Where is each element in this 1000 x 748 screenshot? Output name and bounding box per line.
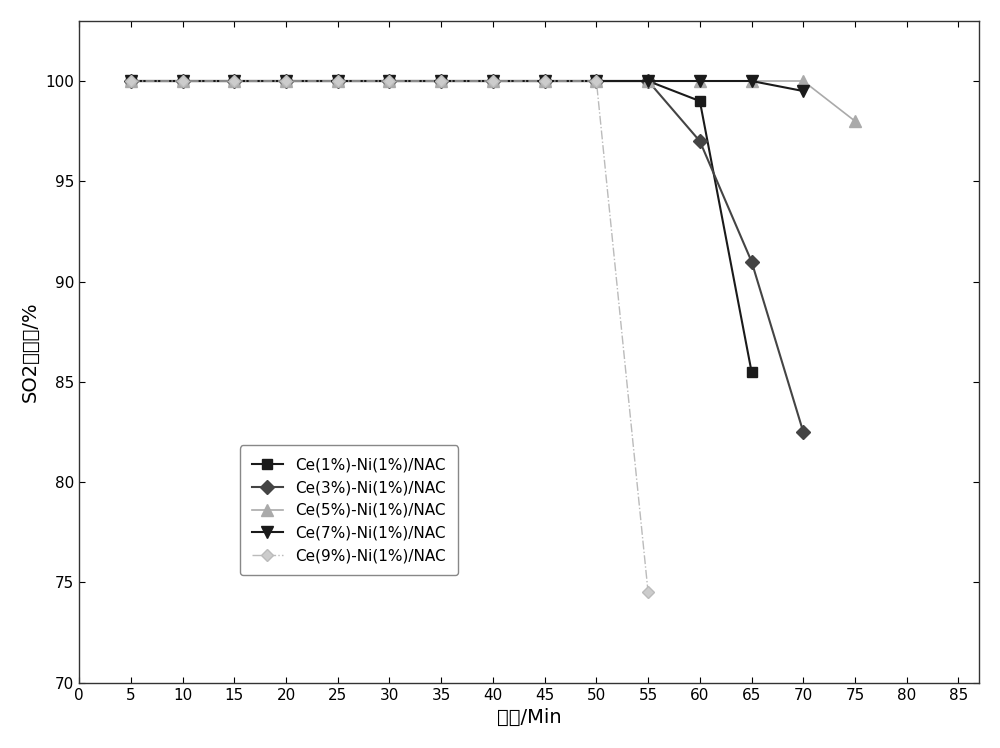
- Ce(7%)-Ni(1%)/NAC: [590, 76, 602, 85]
- Ce(1%)-Ni(1%)/NAC: [694, 96, 706, 105]
- Ce(1%)-Ni(1%)/NAC: [332, 76, 344, 85]
- Line: Ce(7%)-Ni(1%)/NAC: Ce(7%)-Ni(1%)/NAC: [125, 76, 809, 96]
- Ce(1%)-Ni(1%)/NAC: [177, 76, 189, 85]
- Ce(3%)-Ni(1%)/NAC: [332, 76, 344, 85]
- Ce(5%)-Ni(1%)/NAC: [383, 76, 395, 85]
- Ce(3%)-Ni(1%)/NAC: [435, 76, 447, 85]
- Ce(5%)-Ni(1%)/NAC: [487, 76, 499, 85]
- Ce(5%)-Ni(1%)/NAC: [797, 76, 809, 85]
- Ce(1%)-Ni(1%)/NAC: [280, 76, 292, 85]
- X-axis label: 时间/Min: 时间/Min: [497, 708, 561, 727]
- Ce(7%)-Ni(1%)/NAC: [177, 76, 189, 85]
- Ce(5%)-Ni(1%)/NAC: [435, 76, 447, 85]
- Ce(7%)-Ni(1%)/NAC: [435, 76, 447, 85]
- Ce(9%)-Ni(1%)/NAC: [383, 76, 395, 85]
- Ce(5%)-Ni(1%)/NAC: [280, 76, 292, 85]
- Ce(3%)-Ni(1%)/NAC: [383, 76, 395, 85]
- Ce(3%)-Ni(1%)/NAC: [746, 257, 758, 266]
- Ce(7%)-Ni(1%)/NAC: [642, 76, 654, 85]
- Ce(9%)-Ni(1%)/NAC: [177, 76, 189, 85]
- Ce(5%)-Ni(1%)/NAC: [746, 76, 758, 85]
- Ce(3%)-Ni(1%)/NAC: [642, 76, 654, 85]
- Ce(7%)-Ni(1%)/NAC: [694, 76, 706, 85]
- Ce(3%)-Ni(1%)/NAC: [590, 76, 602, 85]
- Ce(1%)-Ni(1%)/NAC: [435, 76, 447, 85]
- Ce(1%)-Ni(1%)/NAC: [125, 76, 137, 85]
- Ce(9%)-Ni(1%)/NAC: [642, 588, 654, 597]
- Line: Ce(9%)-Ni(1%)/NAC: Ce(9%)-Ni(1%)/NAC: [127, 77, 652, 597]
- Ce(7%)-Ni(1%)/NAC: [280, 76, 292, 85]
- Ce(3%)-Ni(1%)/NAC: [694, 137, 706, 146]
- Ce(5%)-Ni(1%)/NAC: [228, 76, 240, 85]
- Ce(9%)-Ni(1%)/NAC: [228, 76, 240, 85]
- Y-axis label: SO2去除率/%: SO2去除率/%: [21, 301, 40, 402]
- Ce(5%)-Ni(1%)/NAC: [332, 76, 344, 85]
- Ce(3%)-Ni(1%)/NAC: [177, 76, 189, 85]
- Ce(9%)-Ni(1%)/NAC: [332, 76, 344, 85]
- Ce(7%)-Ni(1%)/NAC: [332, 76, 344, 85]
- Ce(5%)-Ni(1%)/NAC: [539, 76, 551, 85]
- Ce(7%)-Ni(1%)/NAC: [383, 76, 395, 85]
- Ce(5%)-Ni(1%)/NAC: [849, 117, 861, 126]
- Ce(5%)-Ni(1%)/NAC: [694, 76, 706, 85]
- Ce(9%)-Ni(1%)/NAC: [280, 76, 292, 85]
- Ce(3%)-Ni(1%)/NAC: [280, 76, 292, 85]
- Ce(1%)-Ni(1%)/NAC: [487, 76, 499, 85]
- Line: Ce(1%)-Ni(1%)/NAC: Ce(1%)-Ni(1%)/NAC: [126, 76, 756, 377]
- Legend: Ce(1%)-Ni(1%)/NAC, Ce(3%)-Ni(1%)/NAC, Ce(5%)-Ni(1%)/NAC, Ce(7%)-Ni(1%)/NAC, Ce(9: Ce(1%)-Ni(1%)/NAC, Ce(3%)-Ni(1%)/NAC, Ce…: [240, 446, 458, 575]
- Line: Ce(3%)-Ni(1%)/NAC: Ce(3%)-Ni(1%)/NAC: [126, 76, 808, 437]
- Ce(3%)-Ni(1%)/NAC: [539, 76, 551, 85]
- Ce(1%)-Ni(1%)/NAC: [590, 76, 602, 85]
- Ce(9%)-Ni(1%)/NAC: [435, 76, 447, 85]
- Ce(7%)-Ni(1%)/NAC: [228, 76, 240, 85]
- Ce(3%)-Ni(1%)/NAC: [487, 76, 499, 85]
- Ce(5%)-Ni(1%)/NAC: [642, 76, 654, 85]
- Ce(7%)-Ni(1%)/NAC: [797, 87, 809, 96]
- Ce(1%)-Ni(1%)/NAC: [746, 367, 758, 376]
- Ce(7%)-Ni(1%)/NAC: [746, 76, 758, 85]
- Ce(1%)-Ni(1%)/NAC: [539, 76, 551, 85]
- Ce(9%)-Ni(1%)/NAC: [539, 76, 551, 85]
- Line: Ce(5%)-Ni(1%)/NAC: Ce(5%)-Ni(1%)/NAC: [125, 76, 861, 126]
- Ce(3%)-Ni(1%)/NAC: [125, 76, 137, 85]
- Ce(5%)-Ni(1%)/NAC: [125, 76, 137, 85]
- Ce(3%)-Ni(1%)/NAC: [228, 76, 240, 85]
- Ce(7%)-Ni(1%)/NAC: [125, 76, 137, 85]
- Ce(1%)-Ni(1%)/NAC: [642, 76, 654, 85]
- Ce(5%)-Ni(1%)/NAC: [177, 76, 189, 85]
- Ce(1%)-Ni(1%)/NAC: [228, 76, 240, 85]
- Ce(7%)-Ni(1%)/NAC: [487, 76, 499, 85]
- Ce(9%)-Ni(1%)/NAC: [590, 76, 602, 85]
- Ce(5%)-Ni(1%)/NAC: [590, 76, 602, 85]
- Ce(7%)-Ni(1%)/NAC: [539, 76, 551, 85]
- Ce(3%)-Ni(1%)/NAC: [797, 428, 809, 437]
- Ce(9%)-Ni(1%)/NAC: [487, 76, 499, 85]
- Ce(9%)-Ni(1%)/NAC: [125, 76, 137, 85]
- Ce(1%)-Ni(1%)/NAC: [383, 76, 395, 85]
